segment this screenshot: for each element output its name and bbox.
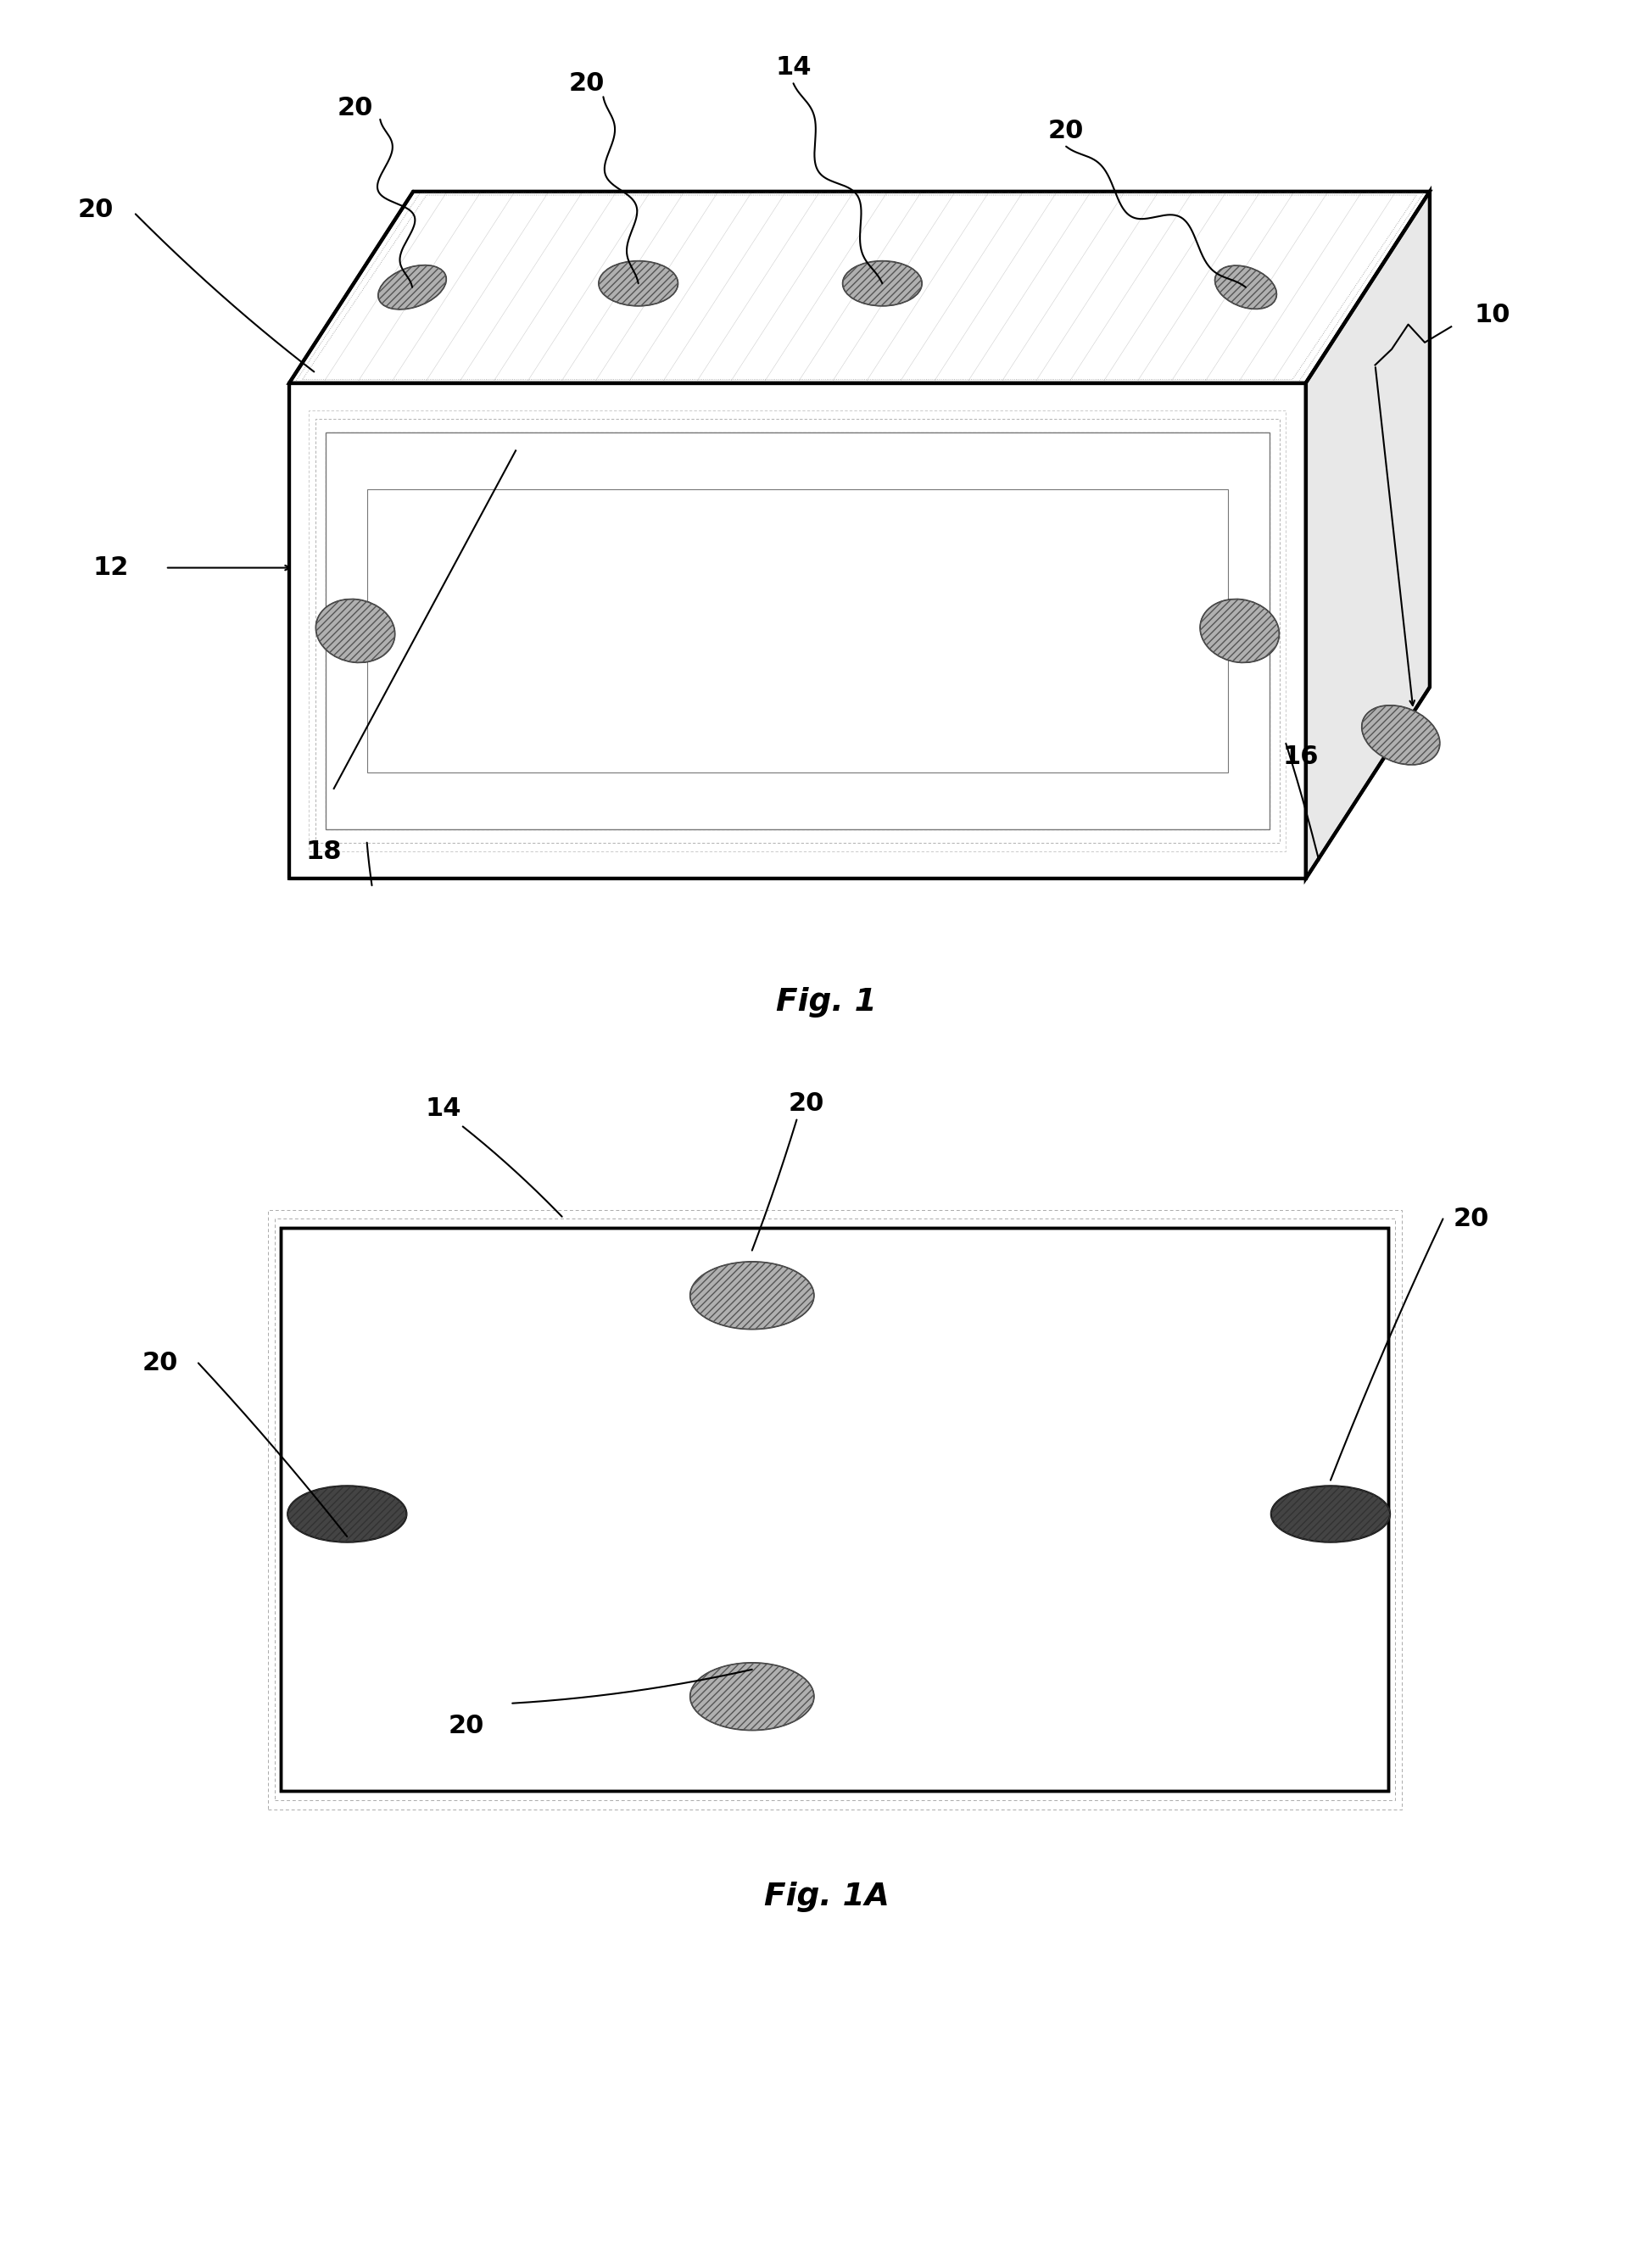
Text: 20: 20 — [568, 72, 605, 95]
Ellipse shape — [843, 261, 922, 306]
Ellipse shape — [287, 1487, 406, 1541]
Polygon shape — [281, 1228, 1388, 1791]
Text: 20: 20 — [337, 97, 373, 119]
Text: Fig. 1: Fig. 1 — [776, 987, 876, 1018]
Text: 16: 16 — [1282, 746, 1318, 768]
Ellipse shape — [1270, 1487, 1389, 1541]
Ellipse shape — [691, 1663, 813, 1730]
Polygon shape — [1305, 192, 1429, 879]
Ellipse shape — [1361, 705, 1439, 764]
Text: 20: 20 — [78, 198, 114, 221]
Ellipse shape — [598, 261, 677, 306]
Ellipse shape — [691, 1262, 813, 1329]
Text: 20: 20 — [788, 1093, 824, 1115]
Text: 20: 20 — [1047, 119, 1084, 142]
Text: 20: 20 — [1452, 1208, 1488, 1230]
Ellipse shape — [1199, 599, 1279, 662]
Ellipse shape — [316, 599, 395, 662]
Text: 10: 10 — [1474, 304, 1510, 327]
Polygon shape — [289, 383, 1305, 879]
Text: 20: 20 — [448, 1715, 484, 1737]
Ellipse shape — [1214, 266, 1275, 309]
Text: 18: 18 — [306, 840, 342, 863]
Text: 20: 20 — [142, 1352, 178, 1374]
Text: 12: 12 — [93, 556, 129, 579]
Text: 14: 14 — [425, 1097, 461, 1120]
Polygon shape — [325, 433, 1269, 829]
Text: 14: 14 — [775, 56, 811, 79]
Ellipse shape — [378, 266, 446, 309]
Polygon shape — [289, 192, 1429, 383]
Text: Fig. 1A: Fig. 1A — [763, 1881, 889, 1913]
